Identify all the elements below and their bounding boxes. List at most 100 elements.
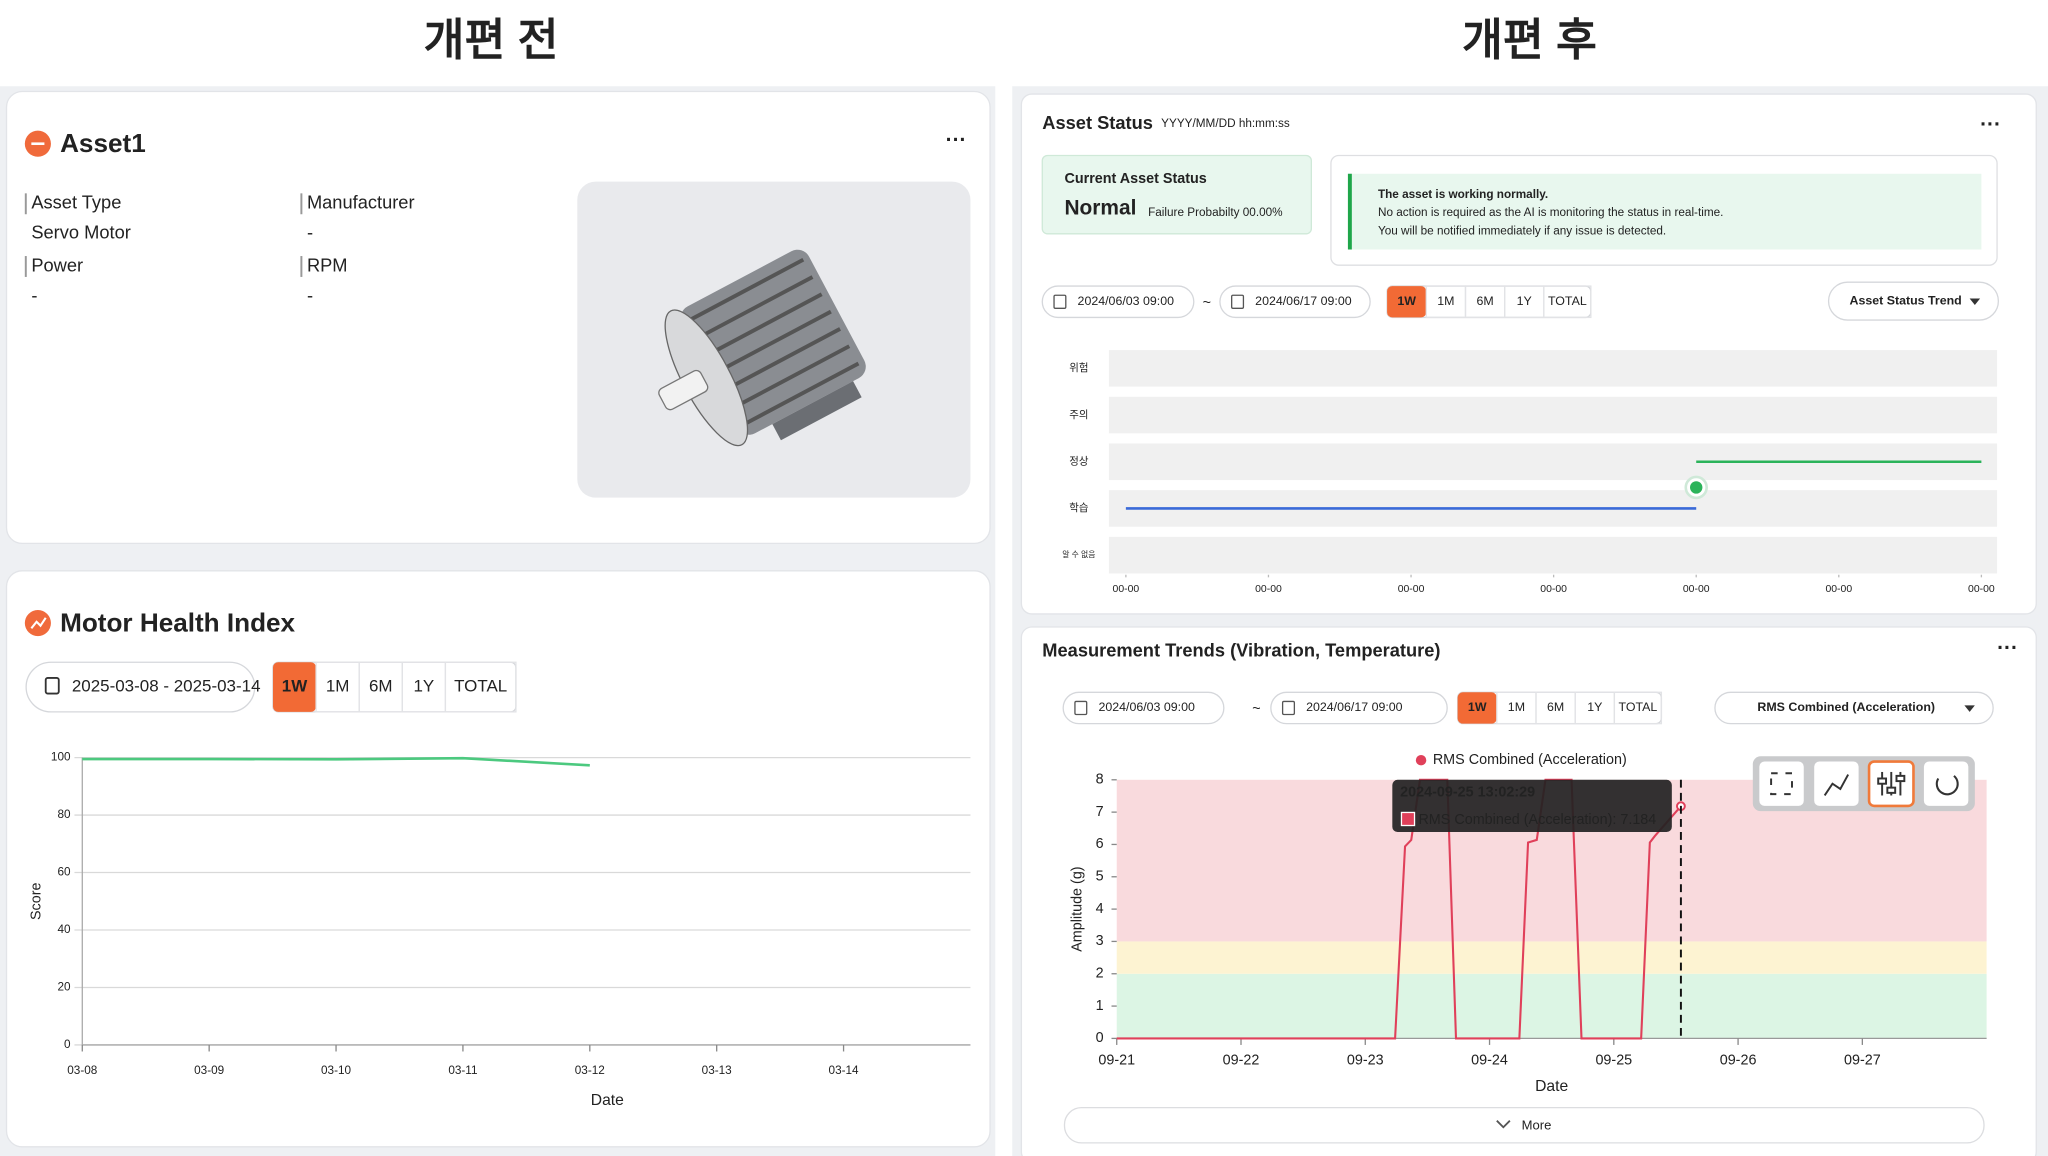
message-panel	[1347, 173, 1982, 250]
field-bar	[300, 193, 303, 215]
failure-probability: Failure Probabilty 00.00%	[1148, 206, 1283, 219]
period-label: 6M	[369, 677, 393, 696]
health-card	[5, 570, 991, 1148]
period-label: TOTAL	[1618, 700, 1657, 714]
toolbar-background	[1752, 756, 1975, 812]
field-value: -	[307, 222, 313, 243]
period-button[interactable]	[444, 661, 517, 713]
x-tick-label: 09-26	[1720, 1052, 1757, 1068]
level-label: 정상	[1069, 456, 1089, 468]
x-tick-label: 00-00	[1398, 584, 1425, 595]
line-button[interactable]	[1814, 761, 1859, 806]
more-label: More	[1522, 1117, 1552, 1132]
threshold-band	[1116, 973, 1987, 1039]
date-text: 2024/06/17 09:00	[1255, 294, 1352, 308]
status-row	[1108, 396, 1998, 434]
x-tick-label: 09-24	[1471, 1052, 1508, 1068]
date-picker[interactable]	[1219, 285, 1371, 319]
x-tick-label: 09-25	[1595, 1052, 1632, 1068]
period-label: TOTAL	[1548, 294, 1587, 308]
more-menu[interactable]: ···	[946, 129, 967, 152]
health-icon-glyph	[30, 617, 47, 629]
x-tick-label: 09-27	[1844, 1052, 1881, 1068]
date-range: 2025-03-08 - 2025-03-14	[72, 677, 261, 696]
x-tick-label: 03-08	[67, 1064, 98, 1077]
message-accent	[1347, 173, 1352, 250]
tooltip-swatch	[1400, 811, 1416, 827]
status-chart: 알 수 없음 학습 정상 주의 위험 00-00 00-00 00-00 00-00 00-00 0…	[1062, 350, 1998, 595]
status-row	[1108, 536, 1998, 574]
dropdown[interactable]	[1714, 691, 1994, 725]
field-label: Manufacturer	[307, 192, 415, 213]
current-status-box	[1041, 154, 1312, 235]
series-line	[1116, 778, 1682, 1040]
y-tick-label: 20	[57, 981, 71, 994]
x-tick-label: 09-21	[1098, 1052, 1135, 1068]
zoom-button[interactable]	[1759, 761, 1804, 806]
period-label: 1Y	[413, 677, 434, 696]
period-label: 6M	[1476, 294, 1493, 308]
health-line	[82, 756, 590, 767]
more-menu[interactable]: ···	[1980, 113, 2001, 136]
dropdown[interactable]	[1827, 281, 2000, 321]
date-text: 2024/06/03 09:00	[1078, 294, 1175, 308]
field-bar	[24, 256, 27, 277]
threshold-band	[1116, 941, 1987, 974]
dropdown-label: Asset Status Trend	[1850, 293, 1962, 307]
calendar-icon	[44, 677, 60, 695]
motor-base	[772, 381, 862, 441]
field-label: Asset Type	[31, 192, 121, 213]
field-value: -	[31, 284, 37, 305]
period-button[interactable]	[1387, 286, 1427, 318]
x-tick-label: 03-10	[321, 1064, 352, 1077]
y-tick-label: 80	[57, 808, 71, 821]
date-text: 2024/06/03 09:00	[1098, 700, 1195, 714]
legend-swatch	[1415, 754, 1427, 766]
period-button[interactable]	[1543, 285, 1592, 319]
x-axis-label: Date	[1535, 1078, 1568, 1095]
x-tick-label: 03-12	[575, 1064, 605, 1077]
y-tick-label: 2	[1096, 966, 1104, 982]
x-tick-label: 09-23	[1347, 1052, 1384, 1068]
reset-icon	[1935, 775, 1959, 796]
x-tick-label: 03-13	[702, 1064, 733, 1077]
calendar-icon	[1053, 294, 1067, 309]
more-menu[interactable]: ···	[1997, 637, 2018, 660]
level-label: 주의	[1069, 409, 1088, 421]
date-picker[interactable]	[1062, 691, 1225, 725]
reset-button[interactable]	[1923, 761, 1969, 806]
period-label: 1W	[282, 677, 307, 696]
x-tick-label: 03-11	[448, 1064, 477, 1077]
motor-fins	[687, 257, 860, 427]
x-tick-label: 00-00	[1540, 584, 1567, 595]
line-icon	[1823, 774, 1850, 797]
tooltip-label: RMS Combined (Acceleration): 7.184	[1418, 812, 1656, 828]
period-button[interactable]	[272, 662, 317, 712]
tooltip-time: 2024-09-25 13:02:29	[1400, 785, 1535, 801]
trends-title: Measurement Trends (Vibration, Temperatu…	[1042, 640, 1440, 661]
period-button[interactable]	[1613, 691, 1663, 725]
dropdown-caret	[1964, 705, 1975, 712]
status-title: Asset Status	[1042, 112, 1153, 133]
field-bar	[300, 256, 303, 277]
date-picker[interactable]	[1270, 691, 1448, 725]
y-tick-label: 4	[1096, 901, 1104, 917]
heading-after: 개편 후	[1462, 16, 1597, 65]
x-tick-label: 00-00	[1113, 584, 1140, 595]
more-button[interactable]	[1063, 1106, 1985, 1144]
date-picker[interactable]	[1041, 285, 1195, 319]
heading-before: 개편 전	[424, 16, 559, 65]
level-label: 학습	[1069, 502, 1089, 514]
field-value: -	[307, 284, 313, 305]
x-tick-label: 00-00	[1968, 584, 1995, 595]
legend-label: RMS Combined (Acceleration)	[1433, 752, 1627, 768]
y-tick-label: 40	[57, 923, 71, 936]
period-label: 1W	[1468, 700, 1487, 714]
y-tick-label: 6	[1096, 836, 1104, 852]
period-button[interactable]	[1457, 692, 1497, 724]
field-label: RPM	[307, 254, 348, 275]
x-tick-label: 09-22	[1223, 1052, 1260, 1068]
date-picker[interactable]	[25, 661, 256, 713]
trends-controls: 2024/06/03 09:00 2024/06/17 09:00 ~ 1W 1M 6M 1…	[1062, 691, 1994, 725]
